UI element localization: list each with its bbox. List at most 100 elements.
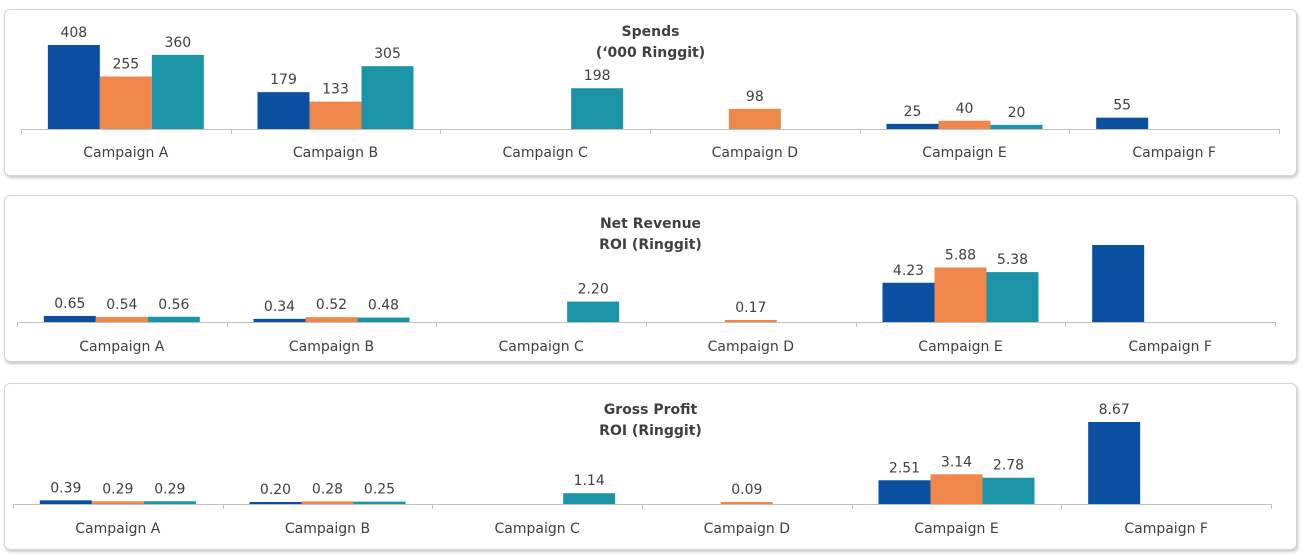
gross-profit-bar	[982, 477, 1035, 504]
spends-data-label: 198	[584, 68, 611, 84]
gross-profit-bar	[249, 502, 302, 504]
spends-data-label: 98	[746, 89, 764, 105]
spends-bar	[47, 45, 100, 129]
net-revenue-bar	[882, 282, 935, 322]
net-revenue-bar	[95, 316, 148, 322]
spends-bar	[886, 123, 939, 129]
gross-profit-bar	[143, 501, 196, 504]
spends-bar	[361, 66, 414, 129]
spends-data-label: 20	[1008, 105, 1026, 121]
spends-data-label: 360	[164, 35, 191, 51]
spends-data-label: 40	[956, 101, 974, 117]
spends-category-label: Campaign B	[293, 145, 378, 161]
gross-profit-roi-chart-svg: 0.39 0.29 0.29 Campaign A 0.20 0.28 0.25 Campai…	[13, 402, 1272, 537]
spends-chart-title: Spends (‘000 Ringgit)	[5, 22, 1296, 64]
gross-profit-category-label: Campaign B	[285, 521, 370, 537]
net-revenue-bar	[147, 316, 200, 322]
gross-profit-roi-chart-title: Gross Profit ROI (Ringgit)	[5, 400, 1296, 442]
spends-bar	[257, 92, 310, 129]
spends-chart-panel: 408 255 360 Campaign A 179 133 305 Campaign B 19…	[4, 9, 1297, 176]
gross-profit-category-label: Campaign F	[1124, 521, 1208, 537]
gross-profit-bar	[930, 474, 983, 504]
spends-data-label: 179	[270, 72, 297, 88]
net-revenue-roi-chart-panel: 0.65 0.54 0.56 Campaign A 0.34 0.52 0.48 Campai…	[4, 195, 1297, 362]
spends-bar	[1096, 117, 1149, 129]
spends-bar	[990, 124, 1043, 129]
net-revenue-data-label: 2.20	[578, 282, 609, 298]
gross-profit-bar	[301, 501, 354, 504]
spends-category-label: Campaign C	[502, 145, 588, 161]
spends-bar	[151, 54, 204, 129]
gross-profit-data-label: 0.29	[154, 481, 185, 497]
spends-data-label: 133	[322, 82, 349, 98]
net-revenue-category-label: Campaign D	[708, 339, 794, 355]
spends-category-label: Campaign E	[922, 145, 1006, 161]
gross-profit-data-label: 0.39	[50, 480, 81, 496]
gross-profit-data-label: 2.78	[993, 458, 1024, 474]
net-revenue-data-label: 0.65	[54, 296, 85, 312]
spends-category-label: Campaign F	[1132, 145, 1216, 161]
net-revenue-bar	[934, 267, 987, 322]
net-revenue-data-label: 5.88	[945, 247, 976, 263]
gross-profit-data-label: 0.28	[312, 481, 343, 497]
gross-profit-data-label: 0.25	[364, 482, 395, 498]
gross-profit-bar	[39, 500, 92, 504]
gross-profit-category-label: Campaign A	[75, 521, 161, 537]
gross-profit-bar	[1088, 422, 1141, 504]
gross-profit-data-label: 2.51	[889, 460, 920, 476]
net-revenue-category-label: Campaign A	[79, 339, 165, 355]
gross-profit-bar	[720, 502, 773, 504]
gross-profit-data-label: 0.09	[731, 482, 762, 498]
gross-profit-title-line1: Gross Profit	[603, 402, 698, 418]
net-revenue-bar	[724, 320, 777, 322]
gross-profit-bar	[563, 493, 616, 504]
net-revenue-data-label: 0.48	[368, 298, 399, 314]
net-revenue-category-label: Campaign F	[1128, 339, 1212, 355]
net-revenue-bar	[253, 318, 306, 322]
net-revenue-data-label: 0.34	[264, 299, 295, 315]
gross-profit-data-label: 3.14	[941, 454, 972, 470]
spends-data-label: 408	[60, 25, 87, 41]
spends-data-label: 305	[374, 46, 401, 62]
net-revenue-bar	[43, 315, 96, 322]
spends-category-label: Campaign A	[83, 145, 169, 161]
net-revenue-bar	[357, 317, 410, 322]
spends-chart-svg: 408 255 360 Campaign A 179 133 305 Campaign B 19…	[21, 25, 1280, 161]
gross-profit-category-label: Campaign E	[914, 521, 998, 537]
gross-profit-bar	[878, 480, 931, 504]
spends-bar	[309, 101, 362, 129]
gross-profit-bar	[91, 501, 144, 504]
spends-bar	[728, 108, 781, 129]
net-revenue-bar	[567, 301, 620, 322]
net-revenue-bar	[305, 317, 358, 322]
net-revenue-bar	[1092, 245, 1145, 322]
spends-bar	[571, 88, 624, 129]
gross-profit-title-line2: ROI (Ringgit)	[599, 423, 702, 439]
net-revenue-data-label: 0.56	[158, 297, 189, 313]
net-revenue-data-label: 5.38	[997, 252, 1028, 268]
gross-profit-data-label: 8.67	[1099, 402, 1130, 418]
spends-data-label: 55	[1113, 98, 1131, 114]
spends-data-label: 25	[904, 104, 922, 120]
gross-profit-data-label: 0.29	[102, 481, 133, 497]
net-revenue-title-line1: Net Revenue	[599, 216, 702, 232]
net-revenue-data-label: 0.52	[316, 297, 347, 313]
spends-category-label: Campaign D	[712, 145, 798, 161]
net-revenue-title-line2: ROI (Ringgit)	[599, 237, 702, 253]
net-revenue-data-label: 4.23	[893, 263, 924, 279]
net-revenue-bar	[986, 272, 1039, 322]
gross-profit-bar	[353, 501, 406, 504]
gross-profit-data-label: 1.14	[574, 473, 605, 489]
gross-profit-category-label: Campaign D	[704, 521, 790, 537]
spends-title-line2: (‘000 Ringgit)	[595, 45, 706, 61]
net-revenue-data-label: 0.54	[106, 297, 137, 313]
net-revenue-category-label: Campaign C	[498, 339, 584, 355]
gross-profit-roi-chart-panel: 0.39 0.29 0.29 Campaign A 0.20 0.28 0.25 Campai…	[4, 383, 1297, 550]
spends-data-label: 255	[112, 57, 139, 73]
net-revenue-roi-chart-title: Net Revenue ROI (Ringgit)	[5, 214, 1296, 256]
gross-profit-data-label: 0.20	[260, 482, 291, 498]
spends-title-line1: Spends	[621, 24, 680, 40]
spends-bar	[938, 120, 991, 129]
net-revenue-data-label: 0.17	[735, 300, 766, 316]
net-revenue-roi-chart-svg: 0.65 0.54 0.56 Campaign A 0.34 0.52 0.48 Campai…	[17, 245, 1276, 355]
